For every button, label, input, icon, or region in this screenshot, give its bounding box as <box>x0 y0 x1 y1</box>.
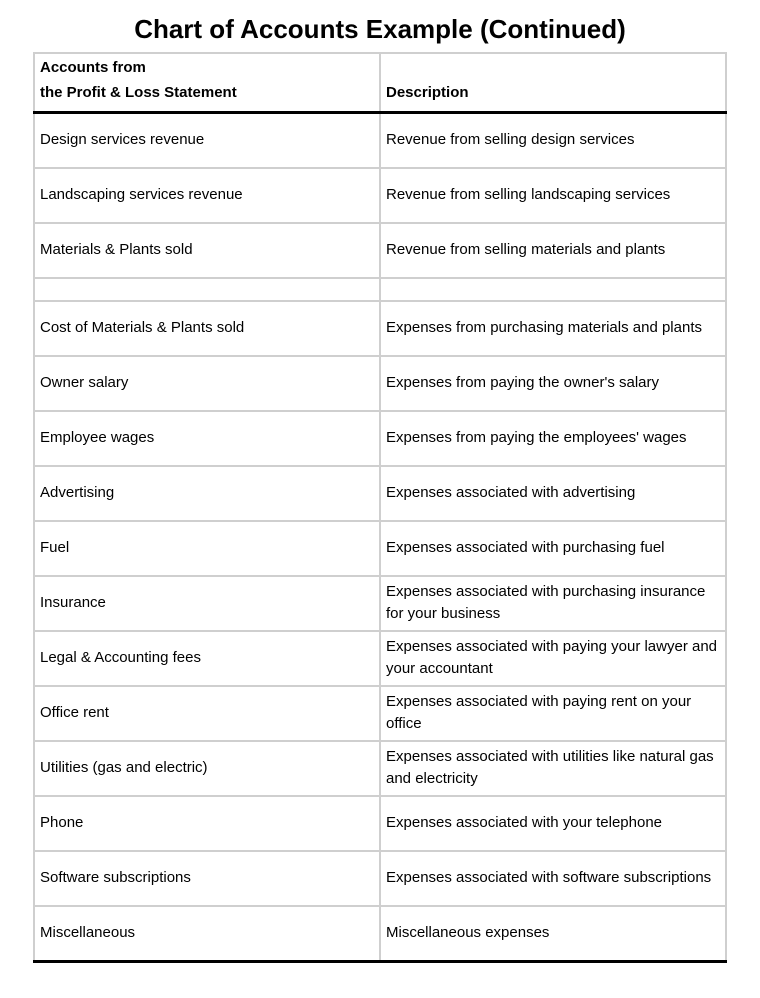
table-row: Miscellaneous Miscellaneous expenses <box>33 904 727 963</box>
description-cell <box>379 276 727 302</box>
description-cell: Expenses associated with paying rent on … <box>379 684 727 742</box>
table-header: Accounts from the Profit & Loss Statemen… <box>33 52 727 114</box>
account-cell: Employee wages <box>33 409 381 467</box>
description-cell: Expenses associated with utilities like … <box>379 739 727 797</box>
description-cell: Expenses associated with your telephone <box>379 794 727 852</box>
table-row: Fuel Expenses associated with purchasing… <box>33 519 727 577</box>
account-cell: Cost of Materials & Plants sold <box>33 299 381 357</box>
description-cell: Expenses associated with purchasing fuel <box>379 519 727 577</box>
table-row: Employee wages Expenses from paying the … <box>33 409 727 467</box>
account-cell: Utilities (gas and electric) <box>33 739 381 797</box>
account-cell: Design services revenue <box>33 111 381 169</box>
description-cell: Miscellaneous expenses <box>379 904 727 963</box>
description-cell: Expenses from paying the employees' wage… <box>379 409 727 467</box>
account-cell: Phone <box>33 794 381 852</box>
document-page: Chart of Accounts Example (Continued) Ac… <box>0 14 760 963</box>
table-row: Landscaping services revenue Revenue fro… <box>33 166 727 224</box>
table-header-row: Accounts from the Profit & Loss Statemen… <box>33 52 727 114</box>
table-row: Utilities (gas and electric) Expenses as… <box>33 739 727 797</box>
description-cell: Revenue from selling design services <box>379 111 727 169</box>
description-cell: Revenue from selling landscaping service… <box>379 166 727 224</box>
table-row: Office rent Expenses associated with pay… <box>33 684 727 742</box>
column-header-accounts-line2: the Profit & Loss Statement <box>40 83 237 101</box>
account-cell: Miscellaneous <box>33 904 381 963</box>
account-cell: Landscaping services revenue <box>33 166 381 224</box>
table-row: Owner salary Expenses from paying the ow… <box>33 354 727 412</box>
description-cell: Expenses from paying the owner's salary <box>379 354 727 412</box>
account-cell: Insurance <box>33 574 381 632</box>
account-cell: Fuel <box>33 519 381 577</box>
description-cell: Expenses associated with advertising <box>379 464 727 522</box>
account-cell: Legal & Accounting fees <box>33 629 381 687</box>
account-cell: Software subscriptions <box>33 849 381 907</box>
column-header-accounts-line1: Accounts from <box>40 59 146 76</box>
description-cell: Expenses associated with paying your law… <box>379 629 727 687</box>
table-row: Materials & Plants sold Revenue from sel… <box>33 221 727 279</box>
table-row: Advertising Expenses associated with adv… <box>33 464 727 522</box>
table-row: Design services revenue Revenue from sel… <box>33 111 727 169</box>
table-row: Software subscriptions Expenses associat… <box>33 849 727 907</box>
page-title: Chart of Accounts Example (Continued) <box>134 14 626 44</box>
account-cell: Office rent <box>33 684 381 742</box>
account-cell <box>33 276 381 302</box>
description-cell: Revenue from selling materials and plant… <box>379 221 727 279</box>
account-cell: Materials & Plants sold <box>33 221 381 279</box>
column-header-description: Description <box>379 52 727 114</box>
account-cell: Owner salary <box>33 354 381 412</box>
column-header-description-label: Description <box>386 83 469 101</box>
column-header-accounts: Accounts from the Profit & Loss Statemen… <box>33 52 381 114</box>
table-body: Design services revenue Revenue from sel… <box>33 111 727 963</box>
table-row <box>33 276 727 302</box>
account-cell: Advertising <box>33 464 381 522</box>
table-row: Legal & Accounting fees Expenses associa… <box>33 629 727 687</box>
description-cell: Expenses from purchasing materials and p… <box>379 299 727 357</box>
description-cell: Expenses associated with purchasing insu… <box>379 574 727 632</box>
table-row: Cost of Materials & Plants sold Expenses… <box>33 299 727 357</box>
table-row: Phone Expenses associated with your tele… <box>33 794 727 852</box>
description-cell: Expenses associated with software subscr… <box>379 849 727 907</box>
table-row: Insurance Expenses associated with purch… <box>33 574 727 632</box>
chart-of-accounts-table: Accounts from the Profit & Loss Statemen… <box>33 52 727 963</box>
